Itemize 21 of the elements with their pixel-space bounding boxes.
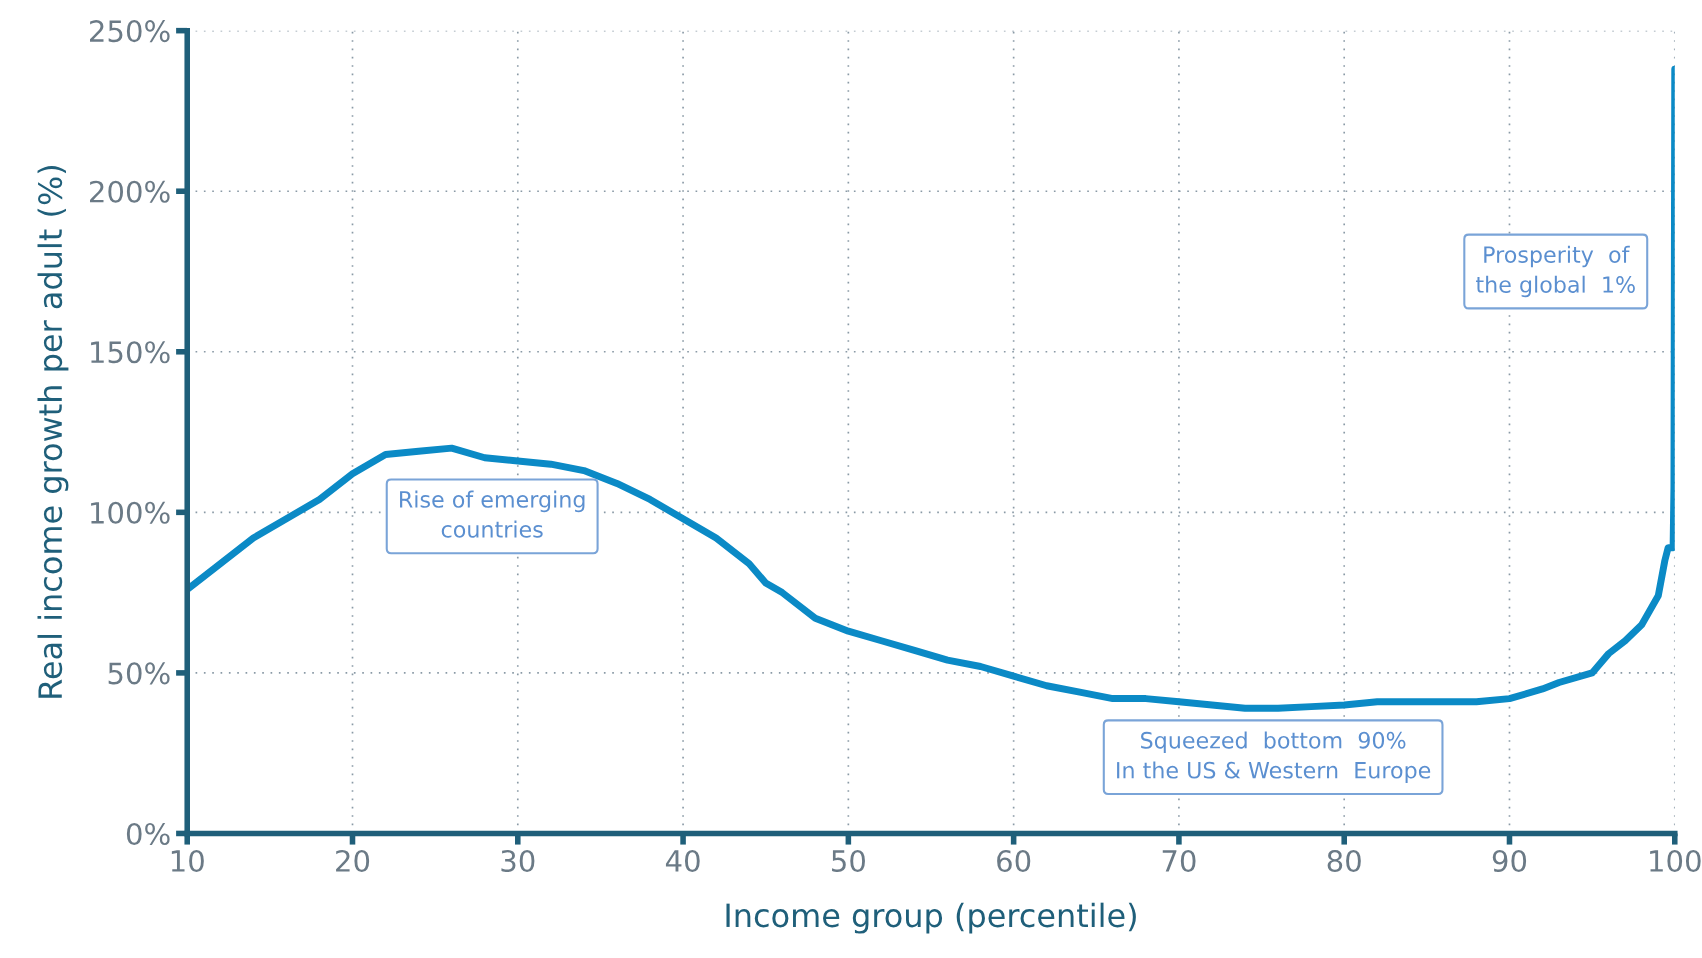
y-tick-label: 50% (108, 662, 170, 685)
x-tick-label: 100 (1650, 849, 1701, 873)
x-tick-label: 90 (1492, 849, 1527, 873)
x-axis-title: Income group (percentile) (726, 902, 1136, 934)
y-tick-label: 0% (126, 822, 170, 845)
annotation: Rise of emerging countries (400, 490, 585, 538)
x-tick-label: 60 (997, 849, 1031, 873)
x-tick-label: 70 (1162, 849, 1196, 873)
x-tick-label: 80 (1327, 849, 1361, 873)
y-axis-title: Real income growth per adult (%) (37, 166, 69, 698)
x-tick-label: 40 (665, 849, 700, 873)
y-tick-label: 100% (91, 501, 170, 524)
x-tick-label: 50 (832, 849, 865, 873)
y-tick-label: 200% (90, 180, 170, 203)
annotation: Prosperity of the global 1% (1476, 245, 1635, 298)
annotation: Squeezed bottom 90% In the US & Western Europe (1117, 731, 1431, 783)
x-tick-label: 10 (171, 849, 204, 873)
x-tick-label: 30 (501, 849, 535, 873)
y-tick-label: 150% (91, 341, 170, 364)
y-tick-label: 250% (90, 20, 170, 43)
x-tick-label: 20 (336, 849, 370, 873)
